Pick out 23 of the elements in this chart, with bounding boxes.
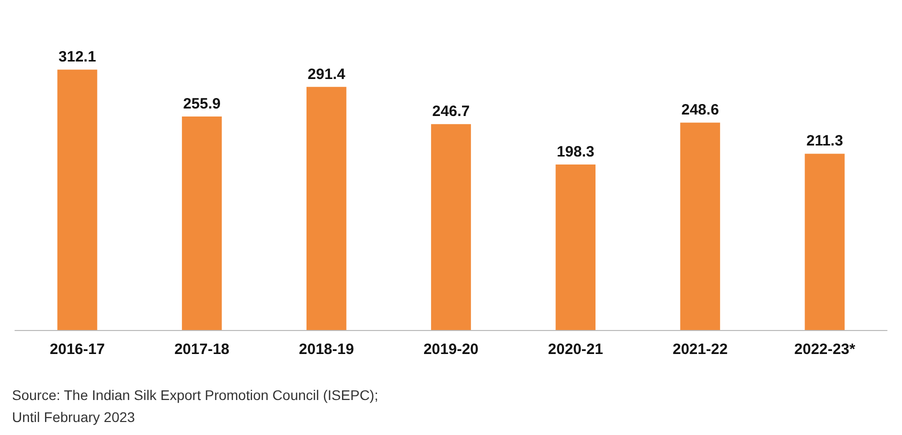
- data-label: 198.3: [556, 144, 594, 161]
- bar: [680, 122, 720, 330]
- bar: [556, 164, 596, 330]
- data-label: 255.9: [183, 96, 221, 113]
- bar: [182, 116, 222, 330]
- bar: [804, 154, 845, 330]
- bar: [57, 70, 98, 330]
- data-label: 211.3: [806, 132, 844, 150]
- x-tick-label: 2022-23*: [794, 341, 856, 358]
- x-tick-label: 2017-18: [174, 341, 230, 358]
- source-note: Source: The Indian Silk Export Promotion Council (ISEPC);: [12, 387, 378, 403]
- text: Until February 2023: [12, 409, 136, 425]
- data-label: 312.1: [58, 48, 96, 66]
- x-tick-label: 2021-22: [672, 341, 728, 358]
- x-tick-label: 2020-21: [548, 341, 604, 358]
- bar: [306, 86, 346, 330]
- x-tick-label: 2018-19: [298, 341, 354, 358]
- data-label: 248.6: [681, 102, 719, 119]
- x-tick-label: 2019-20: [423, 341, 479, 358]
- data-label: 291.4: [308, 66, 346, 83]
- x-tick-label: 2016-17: [50, 341, 105, 358]
- data-label: 246.7: [432, 103, 470, 120]
- bar: [431, 124, 471, 330]
